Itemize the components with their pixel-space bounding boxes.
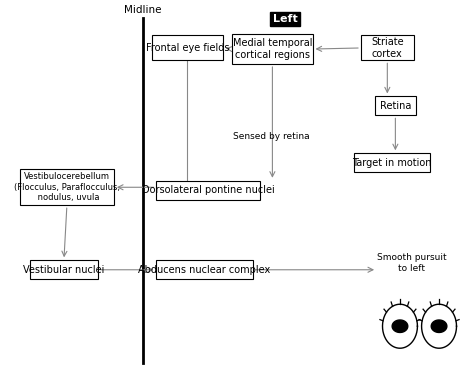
FancyBboxPatch shape (152, 35, 223, 60)
Text: Striate
cortex: Striate cortex (371, 37, 404, 59)
Text: Vestibular nuclei: Vestibular nuclei (23, 265, 105, 275)
Text: Target in motion: Target in motion (352, 158, 432, 168)
Text: Retina: Retina (380, 101, 411, 111)
Text: Frontal eye fields: Frontal eye fields (146, 43, 229, 53)
FancyBboxPatch shape (156, 181, 260, 200)
Polygon shape (392, 320, 408, 332)
Text: Dorsolateral pontine nuclei: Dorsolateral pontine nuclei (142, 185, 274, 195)
Text: Smooth pursuit
to left: Smooth pursuit to left (377, 254, 447, 273)
Text: Midline: Midline (124, 5, 161, 15)
Text: Left: Left (273, 14, 297, 24)
FancyBboxPatch shape (361, 35, 414, 60)
Polygon shape (431, 320, 447, 332)
Polygon shape (421, 304, 456, 348)
Polygon shape (383, 304, 418, 348)
FancyBboxPatch shape (156, 260, 253, 279)
Text: Medial temporal
cortical regions: Medial temporal cortical regions (233, 38, 312, 60)
FancyBboxPatch shape (374, 96, 416, 115)
Text: Abducens nuclear complex: Abducens nuclear complex (138, 265, 271, 275)
FancyBboxPatch shape (30, 260, 98, 279)
FancyBboxPatch shape (354, 153, 430, 172)
FancyBboxPatch shape (20, 169, 114, 205)
Text: Vestibulocerebellum
(Flocculus, Paraflocculus,
 nodulus, uvula: Vestibulocerebellum (Flocculus, Parafloc… (14, 172, 120, 202)
FancyBboxPatch shape (232, 34, 313, 64)
Text: Sensed by retina: Sensed by retina (233, 132, 310, 141)
